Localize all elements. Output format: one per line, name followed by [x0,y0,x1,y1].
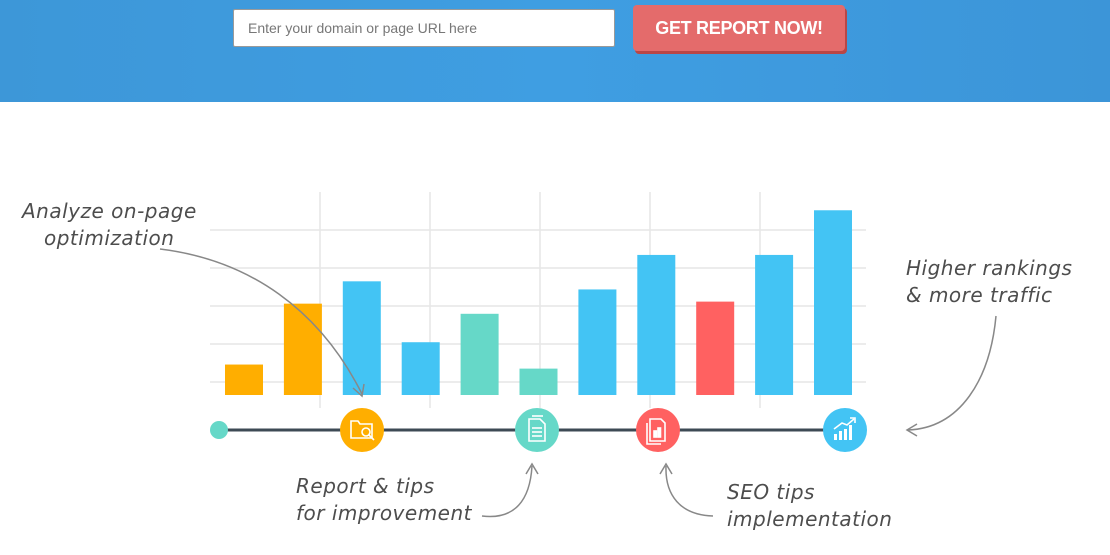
chart-bar-4 [401,342,440,395]
chart-bar-11 [814,210,852,395]
arrow-report [481,462,539,518]
timeline-step-analyze [340,408,384,452]
annotation-analyze: Analyze on-page optimization [22,198,197,252]
report-pages-icon [646,418,666,445]
timeline-step-report [515,408,559,452]
annotation-rankings-line-2: & more traffic [906,283,1053,307]
timeline-start-dot [210,421,228,439]
document-icon [528,415,546,442]
annotation-seo-line-2: implementation [727,507,893,531]
get-report-button[interactable]: GET REPORT NOW! [633,5,845,51]
timeline-step-seo [636,408,680,452]
chart-bars [225,210,852,395]
annotation-analyze-line-1: Analyze on-page [22,199,197,223]
chart-bar-3 [342,281,381,395]
chart-bar-7 [578,289,617,395]
annotation-rankings: Higher rankings & more traffic [906,255,1072,309]
chart-bar-1 [225,364,263,395]
arrow-seo [659,462,714,517]
annotation-report-line-2: for improvement [296,501,472,525]
folder-search-icon [350,420,375,441]
chart-bar-2 [283,303,322,395]
annotation-seo-line-1: SEO tips [727,480,815,504]
arrow-analyze [159,248,365,398]
chart-bar-5 [460,313,499,395]
chart-bar-6 [519,368,558,395]
annotation-report: Report & tips for improvement [296,473,472,527]
annotation-rankings-line-1: Higher rankings [906,256,1073,280]
hero-banner: GET REPORT NOW! [0,0,1110,102]
annotation-report-line-1: Report & tips [296,474,435,498]
chart-bar-10 [755,254,794,395]
timeline-step-traffic [823,408,867,452]
annotation-seo: SEO tips implementation [727,479,892,533]
domain-url-input[interactable] [233,9,615,47]
bar-chart-growth-icon [833,417,856,440]
chart-bar-8 [637,254,676,395]
chart-bar-9 [696,301,735,395]
annotation-analyze-line-2: optimization [44,226,175,250]
arrow-rankings [905,315,997,437]
